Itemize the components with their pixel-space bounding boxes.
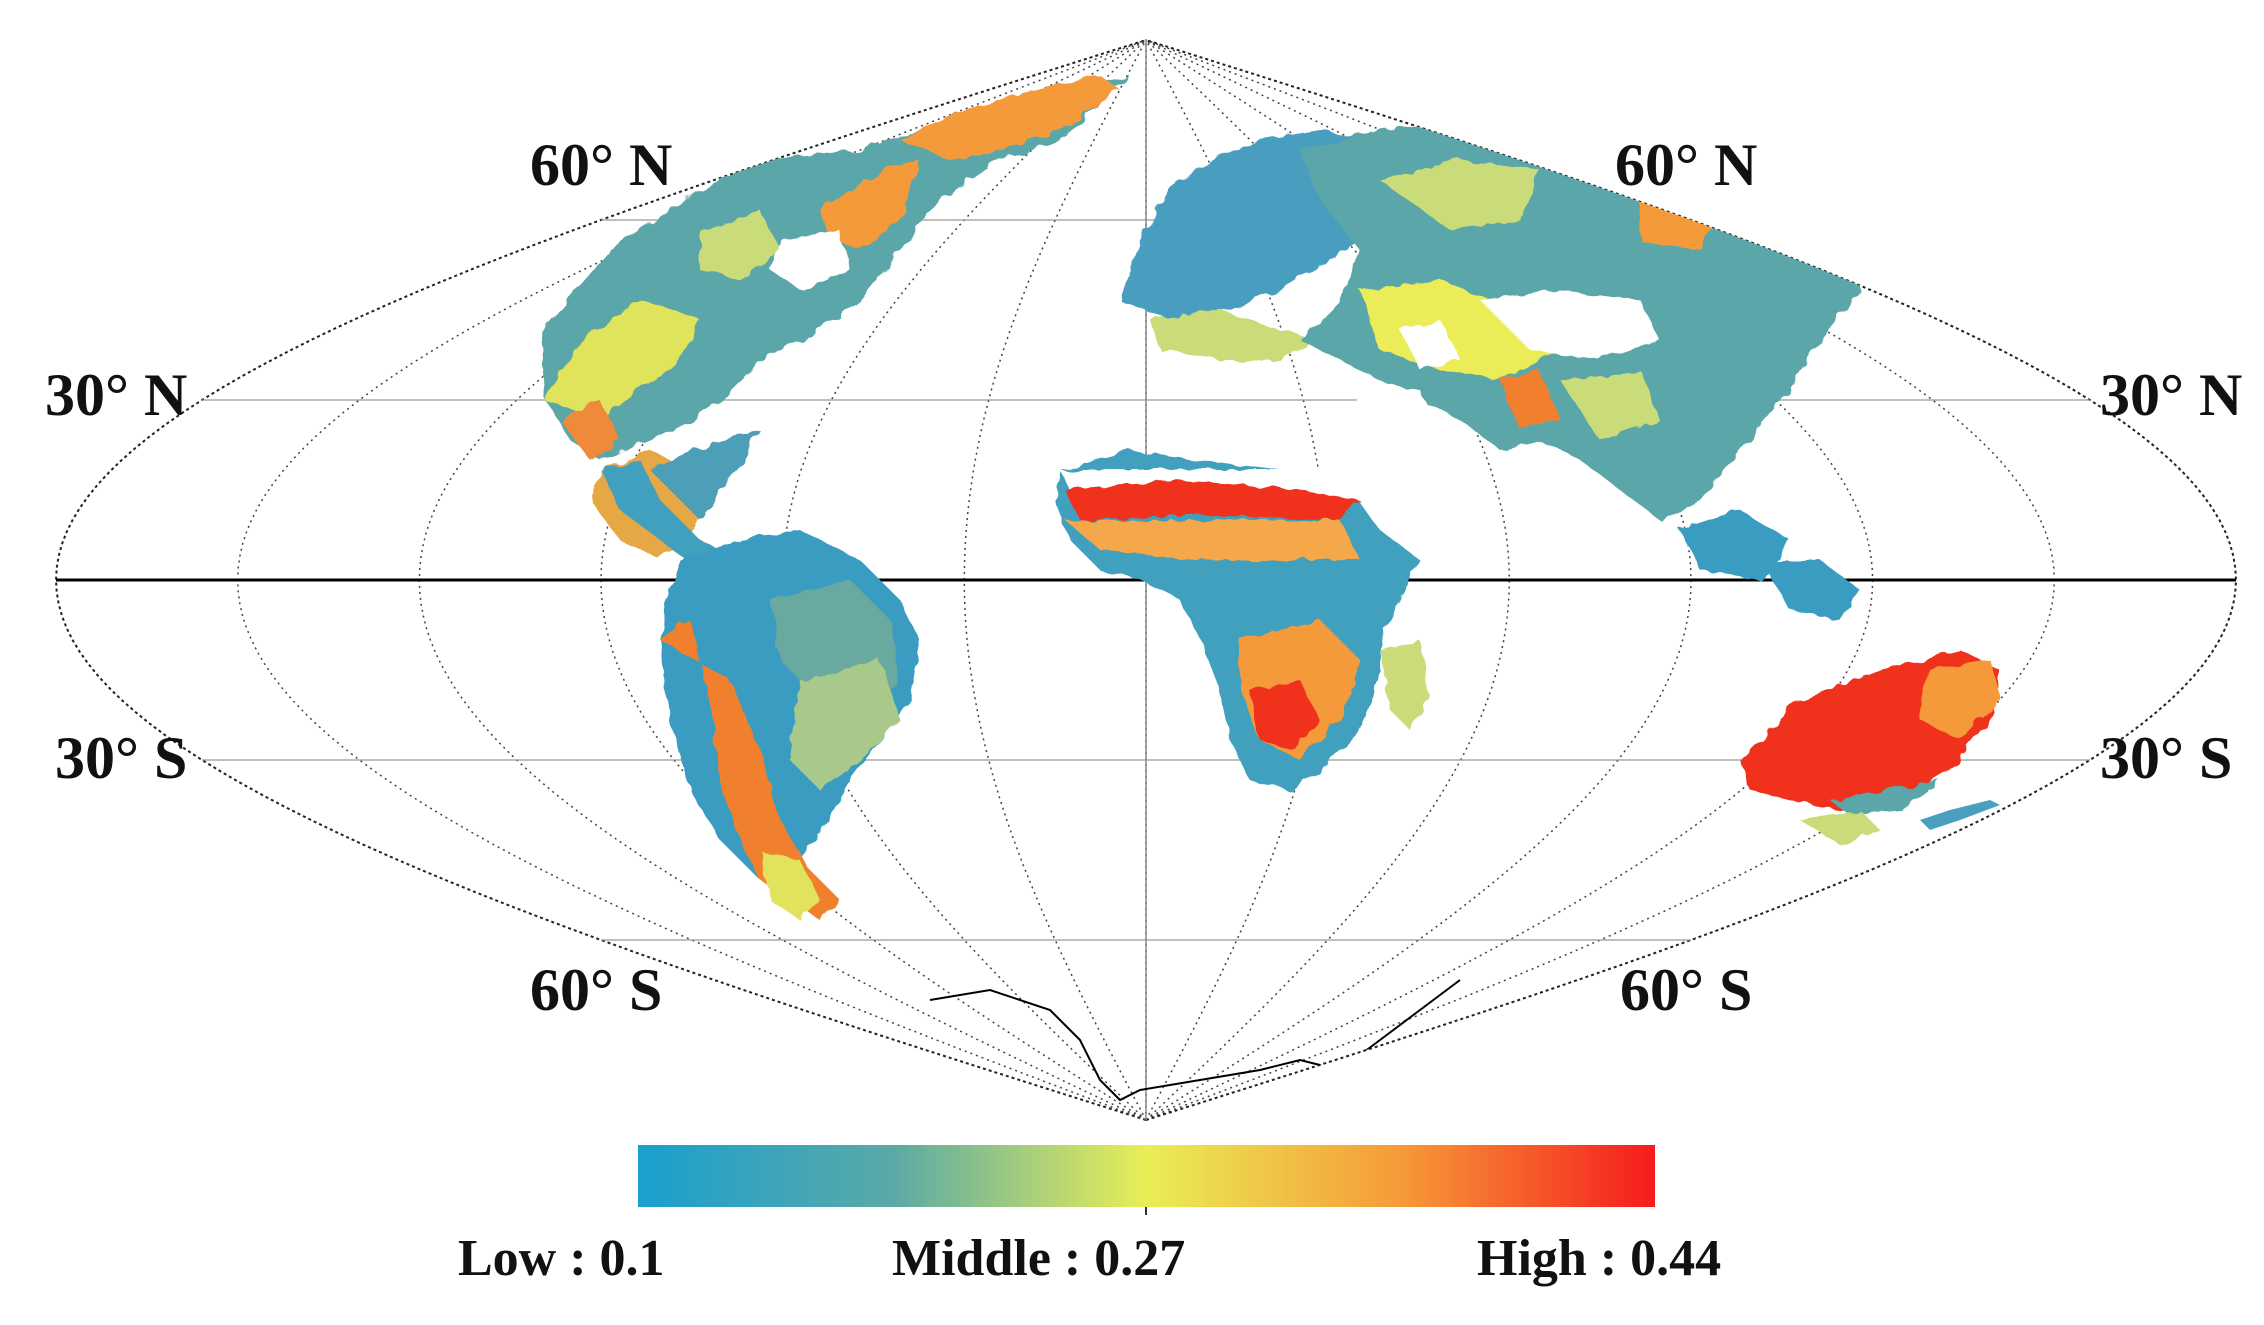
label-30n-left: 30° N	[45, 362, 187, 428]
label-30s-right: 30° S	[2100, 725, 2232, 791]
australia	[1740, 650, 2000, 845]
land-layer	[540, 75, 2000, 1102]
greenland	[900, 75, 1120, 160]
colorbar-high-label: High : 0.44	[1477, 1230, 1721, 1287]
latitude-labels: 60° N 60° N 30° N 30° N 30° S 30° S 60° …	[45, 132, 2242, 1023]
new-zealand	[1920, 800, 2000, 830]
colorbar-gradient	[638, 1145, 1655, 1207]
label-30s-left: 30° S	[55, 725, 187, 791]
arabia	[1350, 380, 1440, 480]
label-60n-left: 60° N	[530, 132, 672, 198]
colorbar-middle-label: Middle : 0.27	[892, 1230, 1185, 1287]
label-60n-right: 60° N	[1615, 132, 1757, 198]
africa	[1055, 450, 1430, 790]
colorbar-low-label: Low : 0.1	[458, 1230, 665, 1287]
antarctica-outline	[929, 979, 1461, 1102]
label-30n-right: 30° N	[2100, 362, 2242, 428]
colorbar: Low : 0.1 Middle : 0.27 High : 0.44	[458, 1145, 1721, 1287]
label-60s-right: 60° S	[1620, 957, 1752, 1023]
label-60s-left: 60° S	[530, 957, 662, 1023]
south-america	[660, 530, 920, 920]
north-america	[540, 75, 1130, 560]
